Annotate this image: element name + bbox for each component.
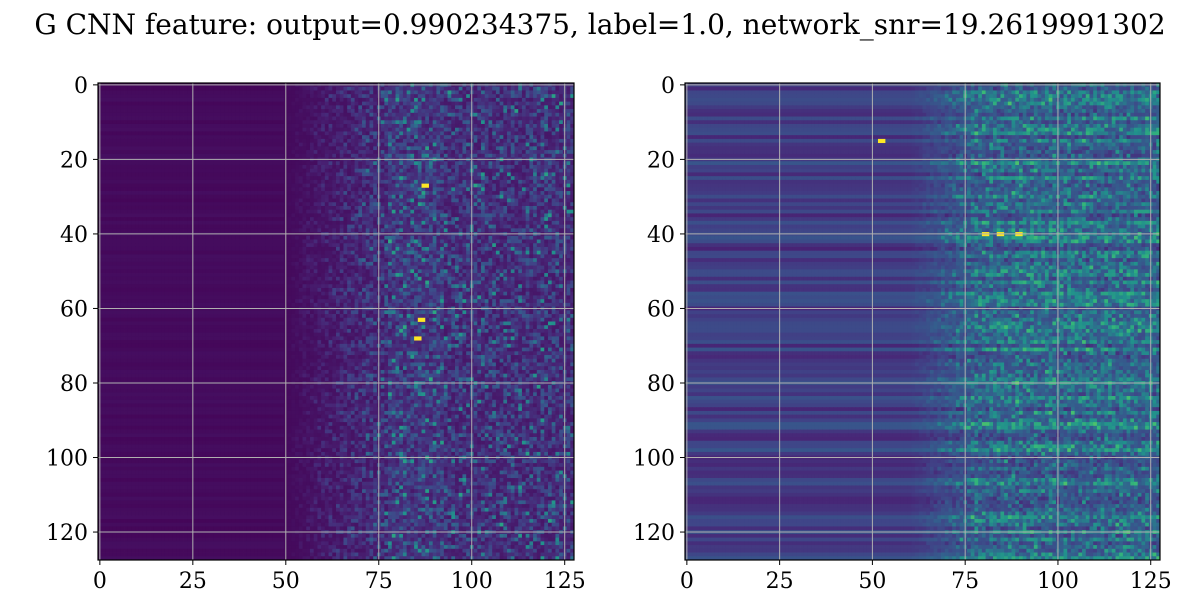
axes-frame	[684, 82, 1161, 561]
y-tick-label: 60	[647, 297, 675, 322]
x-tick-label: 75	[951, 569, 979, 594]
axes-frame	[97, 82, 575, 561]
x-tick-label: 125	[1130, 569, 1172, 594]
x-tick-label: 100	[451, 569, 493, 594]
x-tick-label: 25	[766, 569, 794, 594]
y-tick-label: 100	[46, 447, 88, 472]
x-tick-label: 75	[365, 569, 393, 594]
heatmap-cells	[98, 83, 575, 561]
heatmap-bright-spot	[417, 317, 426, 322]
y-tick-label: 80	[60, 372, 88, 397]
heatmap-bright-spot	[421, 183, 429, 188]
y-tick-label: 40	[60, 223, 88, 248]
y-tick-label: 20	[60, 148, 88, 173]
y-tick-label: 100	[633, 447, 675, 472]
x-tick-label: 100	[1037, 569, 1079, 594]
y-tick-label: 80	[647, 372, 675, 397]
heatmap-panel-left: 0 25 50 75 100 125 0 20 40 60 80 100 120	[46, 74, 586, 594]
heatmap-bright-spot	[877, 138, 886, 144]
x-tick-label: 0	[680, 569, 694, 594]
heatmap-bright-spot	[414, 336, 422, 341]
y-tick-label: 60	[60, 297, 88, 322]
heatmap-cells	[685, 83, 1161, 561]
x-tick-label: 50	[272, 569, 300, 594]
y-tick-label: 0	[661, 74, 675, 99]
y-tick-label: 0	[74, 74, 88, 99]
heatmap-panel-right: 0 25 50 75 100 125 0 20 40 60 80 100 120	[633, 74, 1172, 594]
x-tick-label: 25	[179, 569, 207, 594]
y-tick-label: 20	[647, 148, 675, 173]
y-tick-label: 120	[633, 521, 675, 546]
y-tick-label: 120	[46, 521, 88, 546]
x-tick-label: 125	[544, 569, 586, 594]
y-tick-label: 40	[647, 223, 675, 248]
figure-title: G CNN feature: output=0.990234375, label…	[34, 8, 1165, 41]
x-tick-label: 0	[93, 569, 107, 594]
x-tick-label: 50	[858, 569, 886, 594]
